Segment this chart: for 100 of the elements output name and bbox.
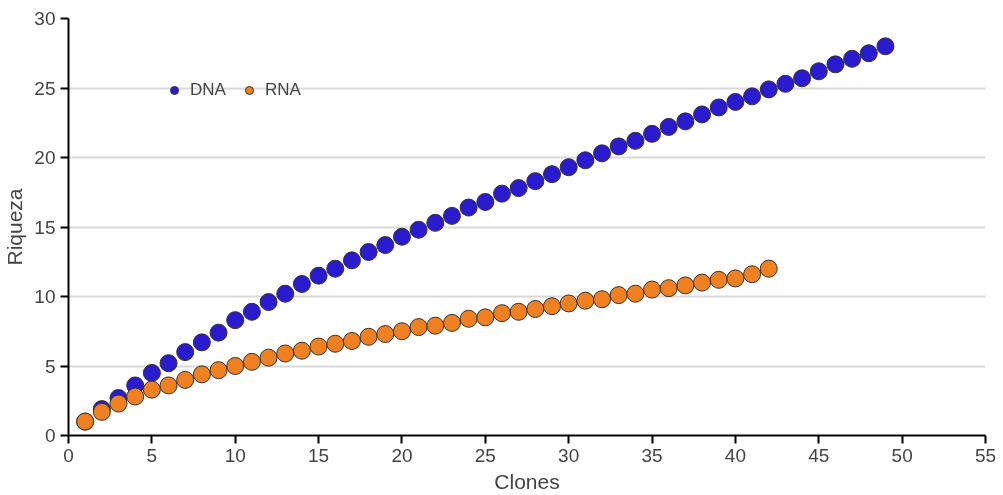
point [859,44,878,63]
point [259,348,278,367]
legend-label: RNA [264,80,301,100]
point [292,341,311,360]
point [209,323,228,342]
point [609,286,628,305]
point [242,352,261,371]
point [843,49,862,68]
point [576,291,595,310]
y-tick-label: 20 [34,147,56,168]
point [409,220,428,239]
point [142,380,161,399]
y-tick-label: 15 [34,216,56,238]
point [342,332,361,350]
point [376,325,395,344]
point [292,275,311,293]
point [359,243,378,261]
point [543,297,562,316]
point [793,69,812,88]
point [559,158,578,177]
point [459,309,478,328]
point [626,131,645,150]
x-axis-title: Clones [494,469,560,493]
point [326,259,345,278]
point [342,251,361,270]
y-axis-title: Riqueza [3,188,27,266]
y-tick-label: 5 [44,355,56,377]
point [392,322,411,341]
point [359,327,378,346]
x-tick-label: 15 [308,444,330,466]
point [192,365,211,384]
point [743,265,762,284]
point [676,112,695,131]
legend-label: DNA [190,80,226,100]
point [509,302,528,321]
y-tick-label: 25 [34,77,56,99]
x-tick-label: 0 [63,444,74,466]
point [109,394,128,413]
point [676,276,695,295]
point [426,213,445,232]
point [459,198,478,217]
point [209,361,228,380]
x-tick-label: 45 [808,444,830,466]
point [593,144,612,163]
x-tick-label: 35 [641,444,663,466]
point [309,337,328,356]
point [559,294,578,313]
x-tick-label: 10 [224,444,246,466]
point [392,227,411,246]
x-tick-label: 30 [558,444,580,466]
point [776,74,795,93]
y-tick-label: 10 [34,286,56,307]
point [826,55,845,74]
point [643,280,662,299]
point [276,344,295,363]
y-tick-label: 30 [34,8,56,29]
point [759,259,778,278]
point [442,313,461,332]
point [609,137,628,156]
point [659,279,678,298]
x-tick-label: 50 [891,444,913,466]
point [809,62,828,81]
point [876,37,895,56]
point [376,236,395,255]
point [192,333,211,352]
point [259,293,278,312]
point [526,172,545,191]
point [709,270,728,289]
point [126,387,145,406]
point [709,98,728,117]
point [226,357,245,375]
point [526,300,545,318]
point [142,363,161,382]
point [593,290,612,309]
point [693,273,712,292]
point [276,284,295,303]
point [726,269,745,288]
point [543,165,562,184]
x-tick-label: 55 [974,444,997,466]
point [626,284,645,303]
point [476,193,495,211]
point [442,206,461,225]
point [643,124,662,143]
y-tick-label: 0 [44,425,56,446]
point [492,304,511,323]
point [309,266,328,285]
point [476,308,495,327]
x-tick-label: 5 [146,444,158,466]
x-tick-label: 20 [391,444,413,466]
point [759,80,778,99]
point [176,370,195,389]
point [176,343,195,362]
point [226,311,245,330]
point [409,318,428,337]
point [159,354,178,373]
point [242,302,261,321]
point [159,376,178,395]
point [743,87,762,106]
point [509,179,528,198]
x-tick-label: 40 [724,444,746,466]
